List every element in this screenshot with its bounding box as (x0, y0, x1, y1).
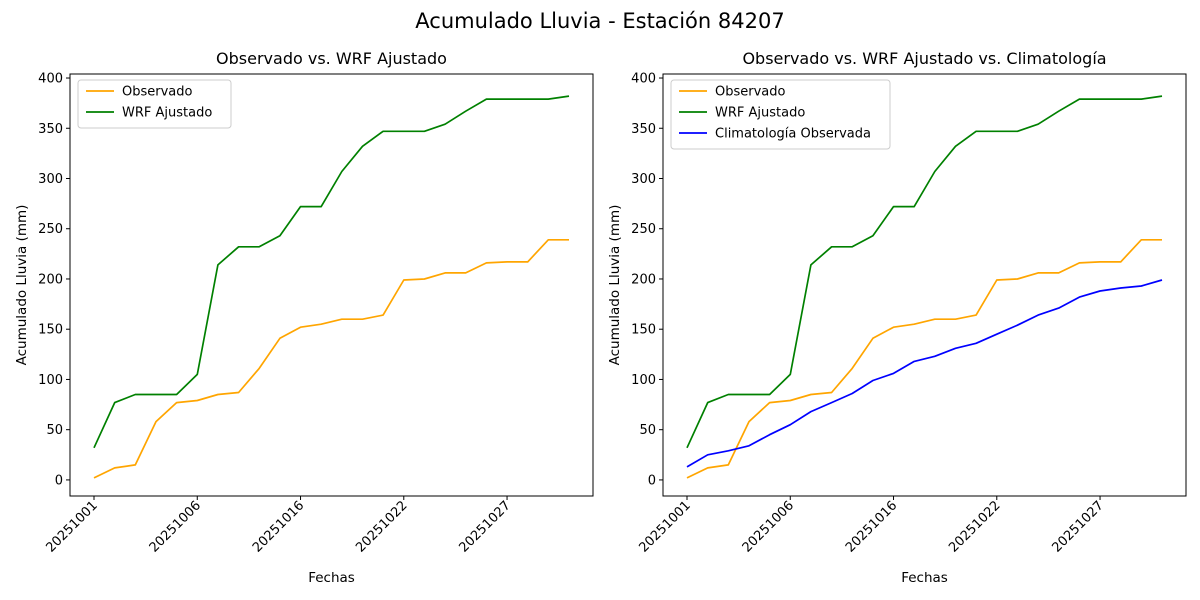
y-tick-label: 200 (631, 272, 656, 287)
axes-frame (69, 73, 594, 497)
legend-box (670, 79, 891, 150)
legend-label: Observado (715, 85, 786, 100)
y-tick-label: 100 (631, 373, 656, 388)
legend-label: WRF Ajustado (715, 106, 805, 121)
y-tick-label: 50 (639, 423, 656, 438)
y-tick-label: 300 (631, 172, 656, 187)
y-tick-label: 350 (38, 122, 63, 137)
figure-title: Acumulado Lluvia - Estación 84207 (415, 9, 784, 33)
y-tick-label: 100 (38, 373, 63, 388)
x-axis-label: Fechas (901, 570, 948, 586)
x-tick-label: 20251006 (740, 498, 797, 555)
series-line (686, 279, 1163, 468)
y-tick-label: 200 (38, 272, 63, 287)
y-tick-label: 250 (38, 222, 63, 237)
series-line (93, 238, 569, 479)
axes-frame (662, 73, 1187, 497)
series-line (93, 95, 570, 449)
x-tick-label: 20251016 (843, 498, 900, 555)
x-tick-label: 20251006 (147, 498, 204, 555)
chart-title: Observado vs. WRF Ajustado vs. Climatolo… (742, 49, 1106, 68)
x-tick-label: 20251022 (946, 498, 1003, 555)
x-tick-label: 20251027 (456, 498, 513, 555)
y-tick-label: 50 (46, 423, 63, 438)
y-tick-label: 150 (631, 323, 656, 338)
y-axis-label: Acumulado Lluvia (mm) (14, 205, 30, 366)
legend-label: Climatología Observada (715, 127, 871, 142)
legend-label: WRF Ajustado (122, 106, 212, 121)
x-tick-label: 20251001 (636, 498, 693, 555)
y-tick-label: 400 (38, 72, 63, 87)
x-tick-label: 20251022 (353, 498, 410, 555)
legend-box (77, 79, 232, 129)
x-tick-label: 20251027 (1049, 498, 1106, 555)
series-line (686, 95, 1163, 449)
y-tick-label: 300 (38, 172, 63, 187)
y-tick-label: 350 (631, 122, 656, 137)
y-tick-label: 250 (631, 222, 656, 237)
y-tick-label: 0 (648, 473, 656, 488)
x-tick-label: 20251001 (43, 498, 100, 555)
y-tick-label: 0 (55, 473, 63, 488)
y-tick-label: 400 (631, 72, 656, 87)
x-axis-label: Fechas (308, 570, 355, 586)
legend-label: Observado (122, 85, 193, 100)
y-tick-label: 150 (38, 323, 63, 338)
series-line (686, 238, 1162, 479)
y-axis-label: Acumulado Lluvia (mm) (607, 205, 623, 366)
chart-title: Observado vs. WRF Ajustado (216, 49, 447, 68)
x-tick-label: 20251016 (250, 498, 307, 555)
